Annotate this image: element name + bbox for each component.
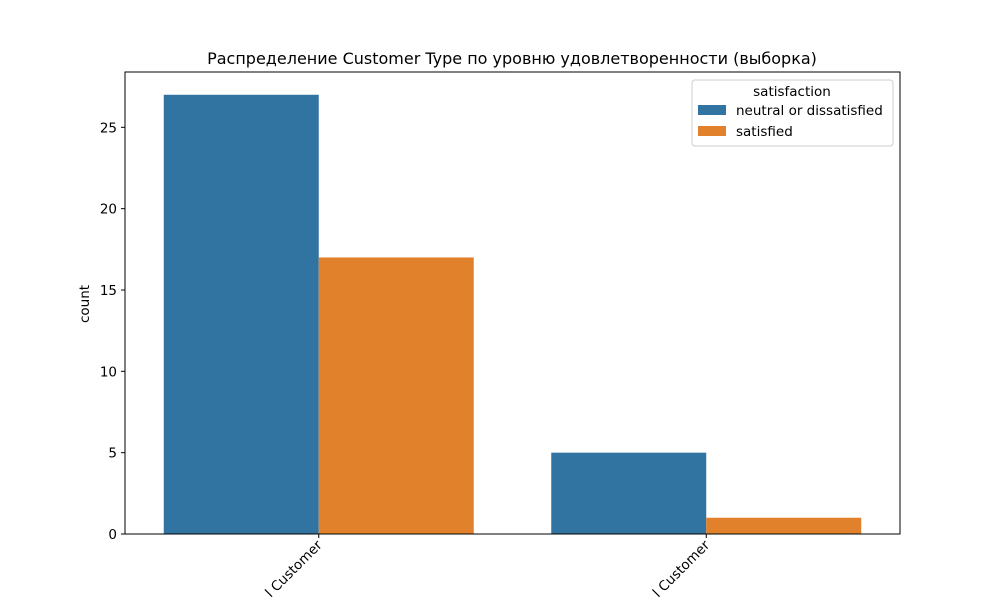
x-tick-label: l Customer	[650, 537, 714, 600]
bar-satisfied-1	[706, 517, 862, 534]
y-tick-label: 20	[100, 202, 117, 218]
y-tick-label: 5	[108, 446, 117, 462]
legend[interactable]: satisfaction neutral or dissatisfied sati…	[691, 79, 894, 147]
x-tick-label: l Customer	[262, 537, 326, 600]
legend-label: neutral or dissatisfied	[736, 103, 883, 119]
y-tick-label: 25	[100, 120, 117, 136]
bar-satisfied-0	[318, 257, 474, 534]
legend-label: satisfied	[736, 124, 793, 140]
legend-swatch	[698, 126, 726, 136]
x-axis: l Customer l Customer	[262, 534, 713, 600]
y-tick-label: 10	[100, 364, 117, 380]
legend-box	[691, 79, 894, 147]
y-axis-title: count	[77, 285, 93, 323]
bars-group	[163, 94, 862, 534]
chart-title: Распределение Customer Type по уровню уд…	[207, 49, 817, 68]
y-axis: 0 5 10 15 20 25	[100, 120, 125, 543]
legend-swatch	[698, 105, 726, 115]
bar-neutral-or-dissatisfied-1	[551, 452, 707, 534]
plot-frame	[124, 71, 901, 535]
legend-title: satisfaction	[753, 84, 831, 100]
y-tick-label: 15	[100, 283, 117, 299]
y-tick-label: 0	[108, 527, 117, 543]
bar-neutral-or-dissatisfied-0	[163, 94, 319, 534]
legend-items: neutral or dissatisfied satisfied	[698, 103, 883, 140]
